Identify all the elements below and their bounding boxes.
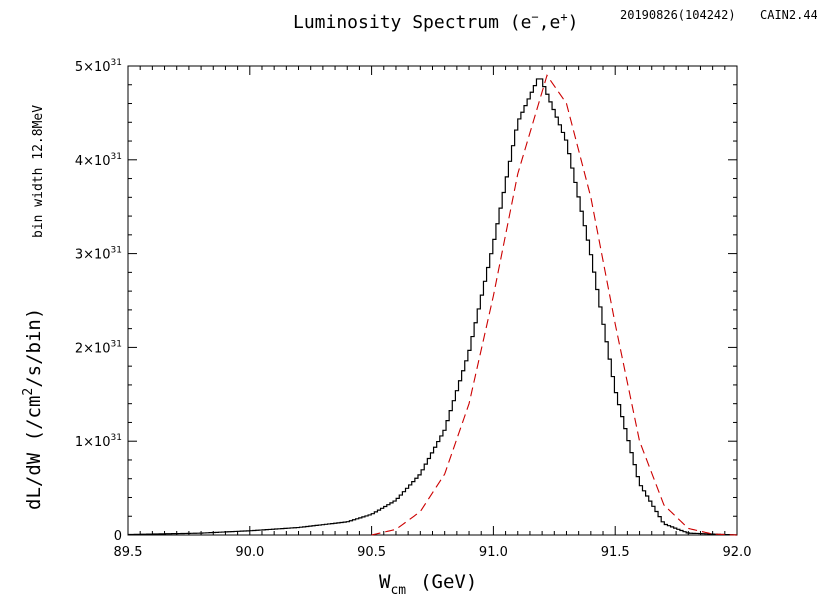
- y-tick-label: 1×1031: [75, 433, 122, 450]
- y-tick-label: 5×1031: [75, 58, 122, 75]
- x-tick-label: 91.5: [601, 545, 630, 560]
- x-tick-label: 90.5: [357, 545, 386, 560]
- y-axis-label: dL/dW (/cm2/s/bin): [21, 308, 45, 510]
- x-tick-label: 92.0: [723, 545, 752, 560]
- timestamp-label: 20190826(104242): [620, 8, 736, 22]
- x-tick-label: 89.5: [114, 545, 143, 560]
- x-tick-label: 91.0: [479, 545, 508, 560]
- data-series: [128, 74, 738, 536]
- plot-frame: [127, 65, 738, 536]
- y-tick-label: 2×1031: [75, 339, 122, 356]
- axis-ticks: [127, 65, 738, 536]
- chart-title: Luminosity Spectrum (e−,e+): [293, 10, 578, 33]
- version-label: CAIN2.44: [760, 8, 817, 22]
- dashed-fit-series: [371, 74, 738, 536]
- x-axis-label: Wcm (GeV): [379, 571, 477, 598]
- y-tick-label: 4×1031: [75, 152, 122, 169]
- histogram-series: [128, 78, 737, 536]
- y-axis-bin-width-label: bin width 12.8MeV: [31, 105, 46, 238]
- x-tick-label: 90.0: [235, 545, 264, 560]
- y-tick-labels: 0 1×1031 2×1031 3×1031 4×1031 5×1031: [75, 58, 122, 544]
- y-tick-label: 0: [114, 529, 122, 544]
- x-tick-labels: 89.5 90.0 90.5 91.0 91.5 92.0: [114, 545, 752, 560]
- y-tick-label: 3×1031: [75, 246, 122, 263]
